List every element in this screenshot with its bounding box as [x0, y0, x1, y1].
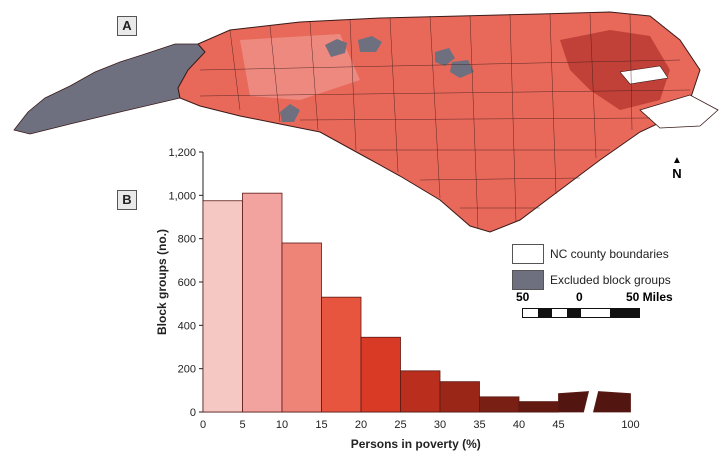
x-tick-label: 25 — [394, 419, 406, 431]
x-tick-label: 30 — [434, 419, 446, 431]
excluded-urban-5 — [280, 104, 300, 122]
y-tick-label: 1,200 — [168, 147, 196, 159]
x-tick-label: 35 — [473, 419, 485, 431]
y-tick-label: 1,000 — [168, 190, 196, 202]
x-tick-label: 100 — [621, 419, 639, 431]
histogram-bar — [439, 381, 480, 413]
histogram-bar — [281, 242, 322, 413]
albemarle-sound — [619, 65, 669, 85]
legend-swatch-excluded — [512, 270, 544, 290]
y-tick-label: 200 — [178, 364, 196, 376]
excluded-urban-1 — [325, 39, 347, 57]
scale-bar: 50 0 50 Miles — [516, 290, 686, 318]
histogram-bars — [202, 192, 631, 413]
legend-label-excluded: Excluded block groups — [550, 273, 671, 287]
north-arrow: ▲ N — [672, 155, 682, 182]
scale-label-left: 50 — [516, 290, 530, 304]
y-tick-label: 400 — [178, 320, 196, 332]
histogram-bar — [242, 192, 283, 413]
x-axis-label: Persons in poverty (%) — [351, 437, 481, 451]
histogram-bar — [592, 391, 631, 413]
map-legend: NC county boundaries Excluded block grou… — [512, 244, 671, 296]
scale-label-right: 50 Miles — [626, 290, 673, 304]
histogram-bar — [321, 296, 362, 413]
excluded-urban-3 — [435, 48, 455, 66]
y-tick-label: 800 — [178, 234, 196, 246]
x-tick-label: 15 — [315, 419, 327, 431]
legend-swatch-county — [512, 244, 544, 264]
x-tick-label: 20 — [355, 419, 367, 431]
y-tick-label: 0 — [190, 407, 196, 419]
panel-label-b: B — [117, 190, 137, 210]
histogram-bar — [400, 370, 441, 413]
histogram-bar — [558, 391, 590, 413]
north-arrow-icon: ▲ — [672, 155, 682, 166]
x-tick-label: 10 — [276, 419, 288, 431]
scale-ruler — [522, 308, 640, 318]
histogram-bar — [202, 200, 243, 413]
histogram-bar — [518, 401, 559, 413]
pamlico-sound — [639, 94, 719, 129]
north-label: N — [672, 166, 682, 181]
legend-label-county: NC county boundaries — [550, 247, 669, 261]
panel-label-a: A — [117, 16, 137, 36]
excluded-urban-2 — [358, 36, 382, 52]
x-tick-label: 40 — [513, 419, 525, 431]
dark-region-east — [560, 30, 670, 110]
histogram-bar — [360, 336, 401, 413]
legend-item-county: NC county boundaries — [512, 244, 671, 264]
county-boundaries — [199, 13, 691, 229]
y-tick-label: 600 — [178, 277, 196, 289]
x-tick-label: 0 — [200, 419, 206, 431]
x-tick-label: 5 — [239, 419, 245, 431]
y-axis-label: Block groups (no.) — [155, 229, 169, 335]
x-tick-label: 45 — [552, 419, 564, 431]
scale-label-mid: 0 — [576, 290, 583, 304]
legend-item-excluded: Excluded block groups — [512, 270, 671, 290]
histogram-bar — [479, 396, 520, 413]
histogram-labels: 0 200 400 600 800 1,000 1,200 0 5 10 15 20 25 30 35 40 4… — [155, 147, 640, 451]
